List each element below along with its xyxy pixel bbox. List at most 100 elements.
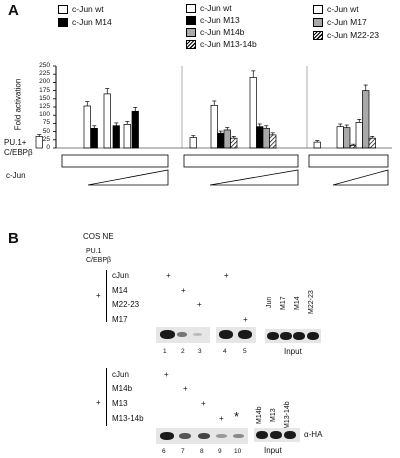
top-input-label: Input: [284, 347, 302, 356]
band: [160, 432, 174, 440]
band: [216, 434, 227, 438]
input-col-m22-23: M22-23: [308, 290, 315, 314]
top-gel-2: [216, 327, 256, 343]
asterisk-marker: *: [234, 409, 240, 424]
legend3-item-1: c-Jun wt: [313, 4, 359, 14]
plus-lane3: +: [197, 300, 202, 309]
band: [267, 332, 279, 340]
concentration-triangle: [87, 169, 169, 186]
band: [177, 332, 187, 337]
top-row-cjun: cJun: [112, 271, 129, 280]
cebp-label: C/EBPβ: [86, 257, 112, 264]
top-plus: +: [96, 291, 101, 300]
plus-lane8: +: [201, 399, 206, 408]
condition-box: [183, 154, 299, 168]
input-col-m13: M13: [270, 408, 277, 422]
lane-number: 1: [163, 348, 167, 355]
panel-a-letter: A: [8, 2, 19, 19]
bar: [210, 105, 218, 149]
bar: [349, 145, 357, 149]
bar: [131, 110, 139, 149]
top-gel-1: [156, 327, 210, 343]
y-tick-label: 50: [42, 127, 50, 135]
bar: [249, 77, 257, 149]
bar: [103, 93, 111, 149]
top-row-m17: M17: [112, 315, 128, 324]
y-axis-label: Fold activation: [13, 78, 23, 131]
y-tick-label: 100: [39, 111, 50, 119]
legend-swatch: [186, 15, 196, 25]
bottom-row-m13-14b: M13-14b: [112, 414, 144, 423]
legend-swatch: [186, 27, 196, 37]
panel-b-letter: B: [8, 230, 19, 247]
plus-lane7: +: [183, 384, 188, 393]
band: [179, 433, 191, 439]
y-tick-label: 0: [46, 144, 50, 151]
band: [270, 431, 282, 439]
legend-swatch: [313, 30, 323, 40]
bar-chart: [35, 65, 392, 186]
legend-swatch: [58, 4, 68, 14]
band: [280, 332, 292, 340]
bottom-bracket-line: [106, 368, 107, 426]
y-tick-label: 250: [39, 62, 50, 69]
y-tick-label: 150: [39, 94, 50, 102]
input-col-m14: M14: [294, 296, 301, 310]
band: [233, 434, 244, 438]
legend2-item-2: c-Jun M13: [186, 15, 240, 25]
y-tick-label: 175: [39, 86, 50, 94]
legend1-item-1: c-Jun wt: [58, 4, 104, 14]
band: [284, 431, 296, 439]
y-tick-label: 225: [39, 70, 50, 78]
plus-lane9: +: [219, 414, 224, 423]
concentration-triangle: [332, 169, 389, 186]
plus-lane5: +: [243, 315, 248, 324]
lane-number: 6: [162, 448, 166, 455]
pu1-label: PU.1: [86, 248, 102, 255]
bottom-row-cjun: cJun: [112, 370, 129, 379]
bar: [83, 105, 91, 149]
bar: [368, 137, 376, 149]
bar: [256, 126, 264, 149]
bar: [313, 141, 321, 149]
lane-number: 8: [200, 448, 204, 455]
input-col-m13-14b: M13-14b: [284, 401, 291, 429]
bottom-row-m14b: M14b: [112, 384, 133, 393]
bottom-plus: +: [96, 398, 101, 407]
legend-swatch: [313, 4, 323, 14]
legend-swatch: [58, 17, 68, 27]
top-input-gel: [265, 329, 321, 343]
y-tick-label: 25: [42, 135, 50, 143]
legend2-item-4: c-Jun M13-14b: [186, 39, 257, 49]
bar: [112, 125, 120, 149]
bar: [262, 127, 270, 149]
bar: [90, 127, 98, 149]
legend-swatch: [186, 3, 196, 13]
plus-lane2: +: [181, 286, 186, 295]
legend2-item-1: c-Jun wt: [186, 3, 232, 13]
y-tick-label: 125: [39, 103, 50, 110]
cos-ne-label: COS NE: [83, 232, 114, 241]
bottom-input-label: Input: [264, 446, 282, 455]
bar: [189, 137, 197, 149]
lane-number: 7: [181, 448, 185, 455]
top-row-m14: M14: [112, 286, 128, 295]
concentration-triangle: [209, 169, 299, 186]
bar: [343, 127, 351, 149]
band: [219, 330, 233, 339]
bar: [217, 132, 225, 149]
bottom-gel: [156, 428, 248, 444]
legend2-item-3: c-Jun M14b: [186, 27, 244, 37]
band: [307, 332, 319, 340]
plus-lane4: +: [224, 271, 229, 280]
y-tick-label: 200: [39, 78, 50, 86]
cebp-condition-label: C/EBPβ: [4, 148, 33, 157]
bottom-row-m13: M13: [112, 399, 128, 408]
condition-box: [308, 154, 389, 168]
legend3-item-2: c-Jun M17: [313, 17, 367, 27]
plus-lane1: +: [166, 271, 171, 280]
lane-number: 3: [198, 348, 202, 355]
bar: [362, 90, 370, 149]
pu1-condition-label: PU.1+: [4, 138, 27, 147]
legend3-item-3: c-Jun M22-23: [313, 30, 379, 40]
